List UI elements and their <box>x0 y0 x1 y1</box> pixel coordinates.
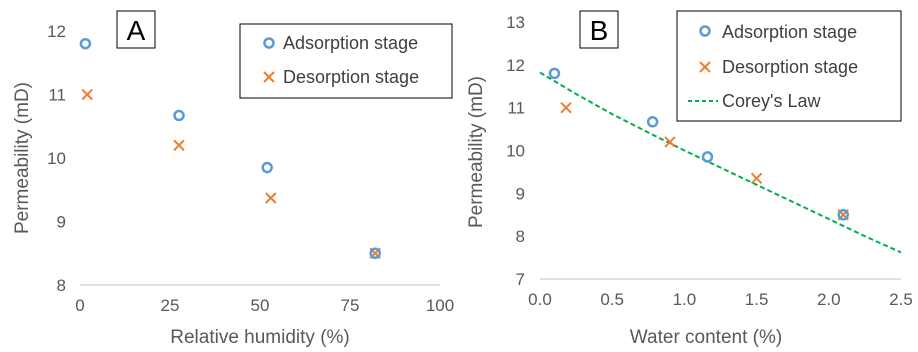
panel-b-corey-law-line <box>539 71 902 254</box>
panel-a-desorption-point <box>173 139 185 152</box>
panel-b-x-tick-label: 1.0 <box>673 290 697 309</box>
panel-a-y-tick-label: 11 <box>48 86 66 105</box>
panel-a-desorption-point <box>81 88 93 101</box>
panel-a-y-tick-label: 10 <box>47 149 66 168</box>
panel-b-x-tick-label: 1.5 <box>745 290 769 309</box>
panel-a: 0 25 50 75 100 8 9 10 11 12 Relative humidity (%)… <box>12 10 454 348</box>
panel-a-legend-desorption-marker <box>263 71 275 83</box>
panel-b-x-tick-label: 2.5 <box>889 290 913 309</box>
panel-b-letter-box <box>579 10 619 49</box>
panel-b-legend-box <box>676 10 902 122</box>
panel-b-y-tick-label: 11 <box>507 99 525 118</box>
panel-a-legend-box <box>239 23 453 99</box>
panel-b-legend-desorption-marker <box>699 61 711 73</box>
panel-a-y-tick-label: 12 <box>47 22 66 41</box>
panel-a-x-tick-label: 100 <box>426 296 454 315</box>
panel-b-ticks: 0.0 0.5 1.0 1.5 2.0 2.5 7 8 9 10 11 12 13 <box>506 13 913 309</box>
panel-b-x-tick-label: 0.0 <box>528 290 552 309</box>
panel-a-desorption-point <box>265 192 277 204</box>
panel-a-y-tick-label: 8 <box>57 276 66 295</box>
panel-a-legend-adsorption-label: Adsorption stage <box>283 33 418 53</box>
panel-a-adsorption-point <box>261 161 273 174</box>
panel-a-y-axis-label: Permeability (mD) <box>12 82 33 234</box>
panel-b-legend-adsorption-marker <box>699 25 711 37</box>
panel-b-x-axis-label: Water content (%) <box>630 327 782 348</box>
panel-a-x-tick-label: 0 <box>75 296 84 315</box>
panel-a-y-tick-label: 9 <box>57 213 66 232</box>
panel-b-y-tick-label: 9 <box>516 184 525 203</box>
panel-a-x-axis-label: Relative humidity (%) <box>170 327 350 348</box>
panel-a-adsorption-point <box>173 109 185 122</box>
panel-b-adsorption-point <box>837 209 849 221</box>
panel-a-adsorption-point <box>369 247 381 259</box>
panel-b: 0.0 0.5 1.0 1.5 2.0 2.5 7 8 9 10 11 12 13 Water cont… <box>466 10 913 348</box>
panel-b-y-tick-label: 12 <box>506 56 525 75</box>
panel-a-legend-desorption-label: Desorption stage <box>283 67 419 87</box>
panel-b-desorption-point <box>560 101 572 114</box>
panel-b-adsorption-point <box>701 151 714 163</box>
panel-a-letter-box <box>116 10 156 49</box>
panel-b-y-tick-label: 8 <box>516 227 525 246</box>
panel-a-x-tick-label: 50 <box>251 296 270 315</box>
panel-b-letter: B <box>590 15 609 46</box>
panel-b-marks <box>539 67 902 254</box>
panel-a-ticks: 0 25 50 75 100 8 9 10 11 12 <box>47 22 454 315</box>
panel-a-letter: A <box>127 15 146 46</box>
panel-b-y-axis-label: Permeability (mD) <box>466 76 487 228</box>
panel-b-desorption-point <box>664 136 676 148</box>
panel-a-marks <box>79 37 381 259</box>
panel-b-legend-desorption-label: Desorption stage <box>722 57 858 77</box>
panel-b-adsorption-point <box>646 116 659 128</box>
panel-b-adsorption-point <box>548 67 561 80</box>
panel-b-legend-corey-label: Corey's Law <box>722 91 821 111</box>
panel-b-legend-adsorption-label: Adsorption stage <box>722 22 857 42</box>
panel-b-x-tick-label: 0.5 <box>600 290 624 309</box>
panel-a-legend-adsorption-marker <box>263 37 275 49</box>
panel-a-legend: Adsorption stage Desorption stage <box>239 23 453 99</box>
panel-b-y-tick-label: 13 <box>506 13 525 32</box>
panel-b-desorption-point <box>750 172 763 185</box>
panel-a-x-tick-label: 75 <box>341 296 360 315</box>
panel-b-legend: Adsorption stage Desorption stage Corey'… <box>676 10 902 122</box>
panel-b-y-tick-label: 10 <box>506 142 525 161</box>
panel-a-adsorption-point <box>79 37 92 50</box>
panel-a-x-tick-label: 25 <box>161 296 180 315</box>
panel-b-y-tick-label: 7 <box>516 270 525 289</box>
panel-b-x-tick-label: 2.0 <box>817 290 841 309</box>
